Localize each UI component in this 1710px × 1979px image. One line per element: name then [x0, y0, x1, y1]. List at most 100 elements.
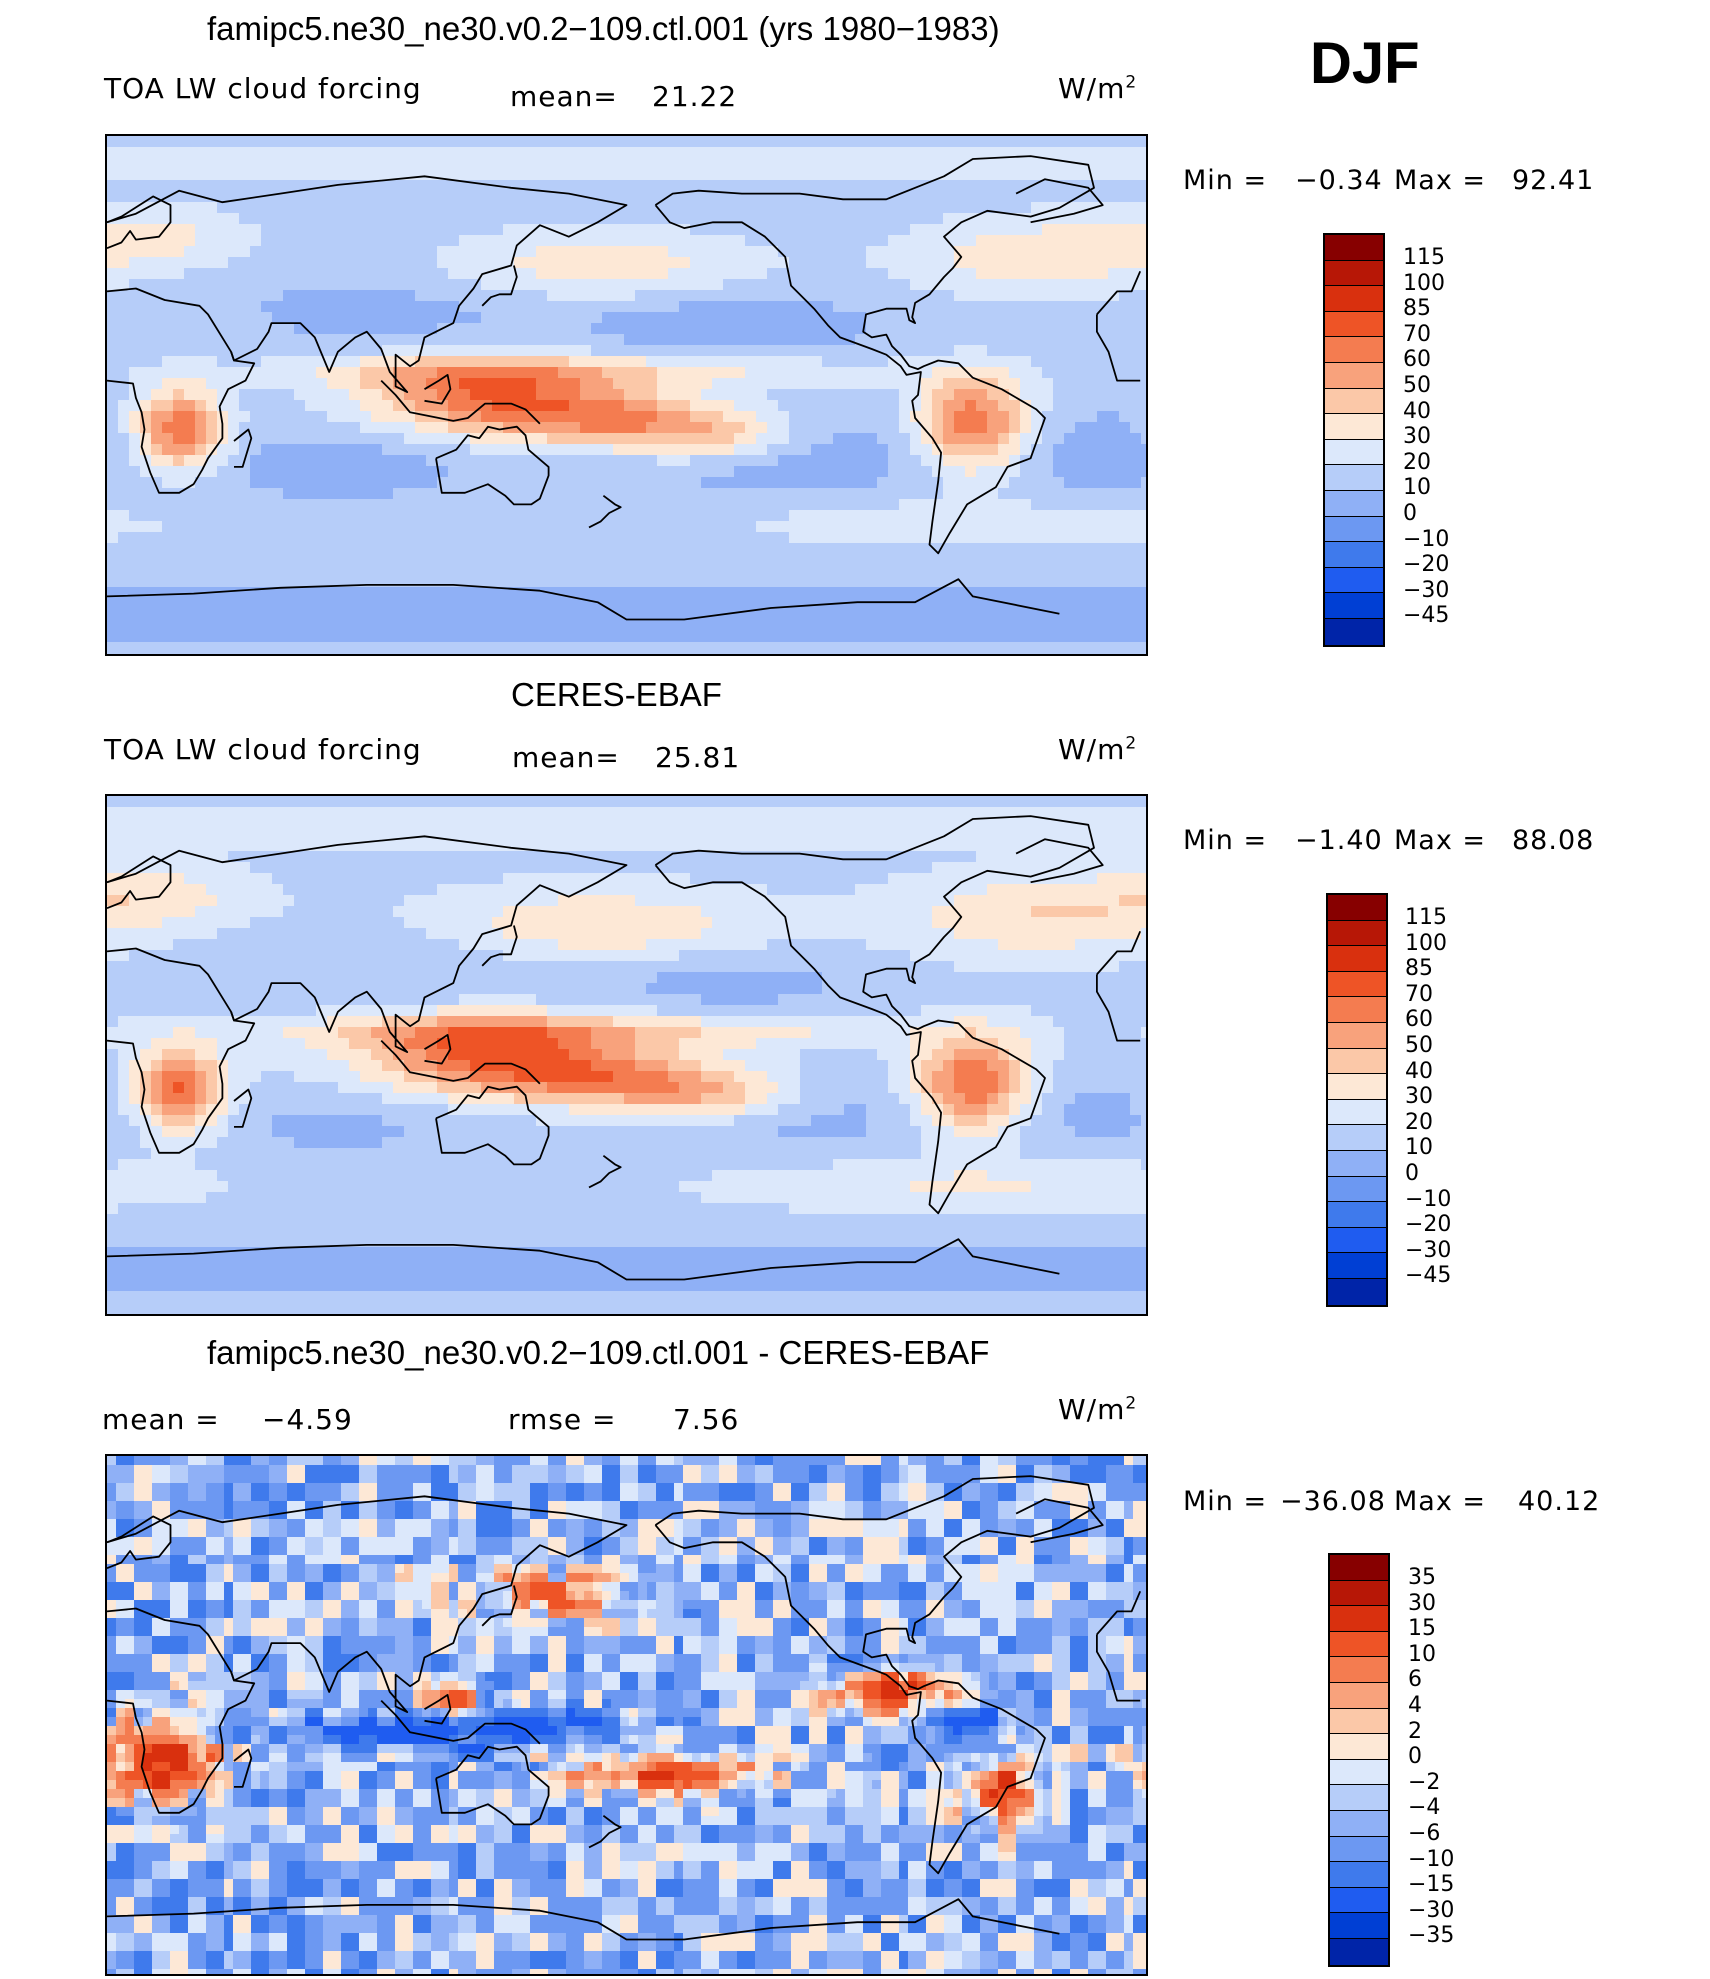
field-cell — [162, 477, 174, 489]
field-cell — [811, 345, 823, 357]
field-cell — [206, 444, 218, 456]
field-cell — [305, 411, 317, 423]
field-cell — [657, 345, 669, 357]
field-cell — [294, 653, 306, 654]
coastline — [107, 578, 1060, 621]
field-cell — [734, 191, 746, 203]
field-cell — [547, 807, 559, 819]
field-cell — [778, 444, 790, 456]
field-cell — [173, 521, 185, 533]
field-cell — [877, 532, 889, 544]
field-cell — [712, 554, 724, 566]
field-cell — [1097, 312, 1109, 324]
field-cell — [921, 312, 933, 324]
field-cell — [514, 378, 526, 390]
field-cell — [173, 180, 185, 192]
field-cell — [129, 466, 141, 478]
field-cell — [1009, 576, 1021, 588]
field-cell — [305, 257, 317, 269]
field-cell — [338, 312, 350, 324]
field-cell — [250, 620, 262, 632]
field-cell — [327, 829, 339, 841]
field-cell — [1141, 389, 1146, 401]
field-cell — [437, 587, 449, 599]
field-cell — [910, 312, 922, 324]
field-cell — [426, 235, 438, 247]
field-cell — [1086, 433, 1098, 445]
field-cell — [679, 642, 691, 654]
field-cell — [492, 147, 504, 159]
field-cell — [987, 400, 999, 412]
field-cell — [217, 609, 229, 621]
field-cell — [899, 433, 911, 445]
field-cell — [811, 510, 823, 522]
field-cell — [833, 268, 845, 280]
field-cell — [712, 807, 724, 819]
field-cell — [822, 807, 834, 819]
field-cell — [1075, 466, 1087, 478]
field-cell — [767, 158, 779, 170]
field-cell — [844, 631, 856, 643]
field-cell — [712, 235, 724, 247]
field-cell — [1130, 565, 1142, 577]
field-cell — [646, 642, 658, 654]
field-cell — [547, 631, 559, 643]
field-cell — [1075, 136, 1087, 148]
field-cell — [1020, 521, 1032, 533]
field-cell — [613, 620, 625, 632]
field-cell — [602, 147, 614, 159]
field-cell — [404, 554, 416, 566]
field-cell — [943, 521, 955, 533]
field-cell — [734, 796, 746, 808]
colorbar-tick-label: 20 — [1403, 449, 1431, 475]
field-cell — [789, 323, 801, 335]
field-cell — [558, 576, 570, 588]
field-cell — [536, 246, 548, 258]
field-cell — [899, 334, 911, 346]
field-cell — [800, 356, 812, 368]
field-cell — [690, 653, 702, 654]
field-cell — [976, 323, 988, 335]
field-cell — [206, 378, 218, 390]
field-cell — [778, 565, 790, 577]
field-cell — [910, 620, 922, 632]
field-cell — [481, 653, 493, 654]
field-cell — [811, 587, 823, 599]
field-cell — [646, 378, 658, 390]
field-cell — [404, 642, 416, 654]
field-cell — [1053, 422, 1065, 434]
field-cell — [371, 400, 383, 412]
field-cell — [349, 312, 361, 324]
field-cell — [382, 444, 394, 456]
field-cell — [239, 279, 251, 291]
field-cell — [448, 565, 460, 577]
field-cell — [1108, 323, 1120, 335]
field-cell — [679, 191, 691, 203]
field-cell — [426, 433, 438, 445]
field-cell — [580, 532, 592, 544]
field-cell — [459, 290, 471, 302]
field-cell — [657, 631, 669, 643]
field-cell — [261, 367, 273, 379]
field-cell — [833, 323, 845, 335]
field-cell — [162, 169, 174, 181]
field-cell — [426, 565, 438, 577]
field-cell — [1141, 268, 1146, 280]
field-cell — [965, 565, 977, 577]
field-cell — [338, 807, 350, 819]
field-cell — [129, 598, 141, 610]
field-cell — [239, 191, 251, 203]
field-cell — [800, 235, 812, 247]
field-cell — [272, 224, 284, 236]
field-cell — [404, 598, 416, 610]
field-cell — [481, 136, 493, 148]
field-cell — [503, 444, 515, 456]
field-cell — [239, 598, 251, 610]
field-cell — [1009, 136, 1021, 148]
field-cell — [789, 147, 801, 159]
field-cell — [547, 180, 559, 192]
field-cell — [888, 367, 900, 379]
field-cell — [591, 136, 603, 148]
field-cell — [998, 378, 1010, 390]
field-cell — [712, 345, 724, 357]
